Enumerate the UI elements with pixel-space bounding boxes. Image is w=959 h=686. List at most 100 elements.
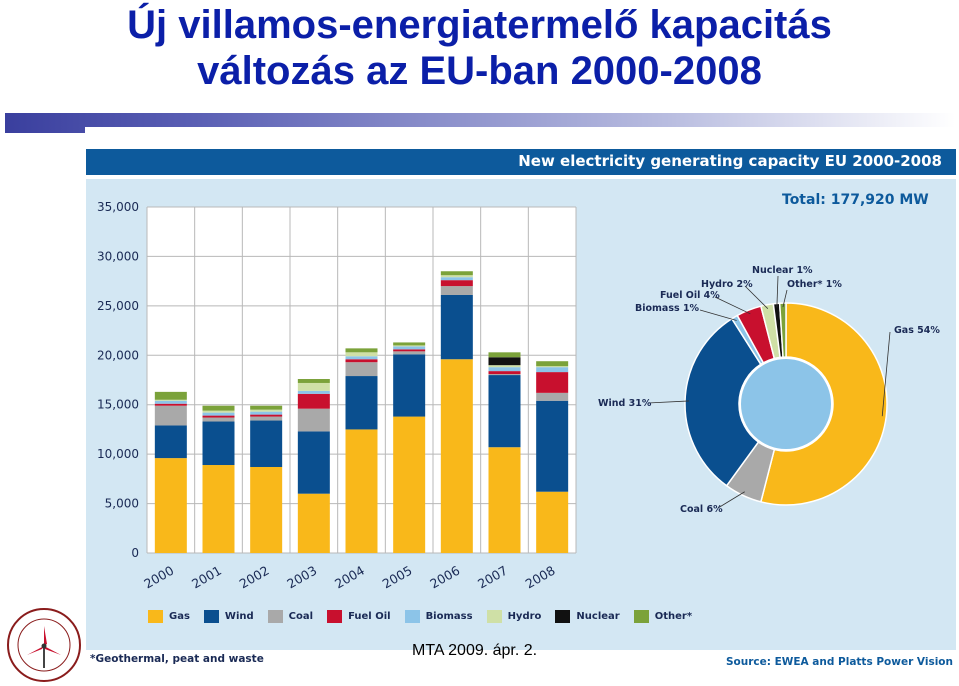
bar-segment-wind-2001	[202, 421, 235, 466]
bar-segment-other-2002	[250, 405, 283, 410]
y-tick-label: 35,000	[97, 200, 139, 214]
bar-segment-coal-2008	[536, 392, 569, 401]
bar-segment-coal-2005	[393, 351, 426, 355]
pie-leader-line	[881, 331, 891, 417]
y-tick-label: 25,000	[97, 299, 139, 313]
legend-item-nuclear: Nuclear	[555, 609, 620, 623]
bar-segment-fueloil-2006	[440, 280, 473, 287]
legend-swatch	[327, 609, 343, 623]
legend-item-biomass: Biomass	[404, 609, 473, 623]
bar-segment-fueloil-2007	[488, 371, 521, 375]
legend-item-gas: Gas	[148, 609, 190, 623]
pie-leader-line	[782, 289, 788, 308]
bar-segment-wind-2006	[440, 294, 473, 360]
legend-item-fueloil: Fuel Oil	[327, 609, 391, 623]
pie-label-nuclear: Nuclear 1%	[752, 265, 813, 276]
bar-segment-fueloil-2000	[154, 403, 187, 406]
title-rule-notch	[85, 127, 955, 135]
bar-segment-biomass-2000	[154, 400, 187, 404]
y-tick-label: 0	[131, 546, 139, 560]
bar-segment-fueloil-2008	[536, 372, 569, 393]
bar-segment-biomass-2007	[488, 367, 521, 372]
bar-segment-hydro-2004	[345, 352, 378, 357]
legend-swatch	[148, 609, 163, 623]
legend-swatch	[486, 609, 502, 623]
bar-segment-coal-2006	[440, 286, 473, 295]
bar-segment-biomass-2002	[250, 411, 283, 415]
bar-segment-other-2001	[202, 405, 235, 411]
bar-segment-hydro-2002	[250, 409, 283, 412]
y-tick-label: 10,000	[97, 447, 139, 461]
pie-label-gas: Gas 54%	[894, 325, 940, 336]
bar-segment-hydro-2006	[440, 275, 473, 278]
pie-center	[739, 357, 833, 451]
bar-segment-fueloil-2001	[202, 415, 235, 418]
bar-segment-biomass-2006	[440, 277, 473, 281]
bar-segment-hydro-2000	[154, 399, 187, 401]
society-logo	[7, 608, 81, 682]
pie-leader-line	[717, 491, 745, 509]
pie-leader-line	[699, 309, 737, 321]
bar-segment-wind-2005	[393, 354, 426, 417]
bar-segment-nuclear-2007	[488, 357, 521, 366]
bar-segment-wind-2004	[345, 376, 378, 430]
legend-label: Coal	[288, 610, 314, 622]
bar-segment-other-2007	[488, 352, 521, 358]
x-tick-label: 2000	[141, 563, 176, 592]
pie-label-wind: Wind 31%	[598, 398, 652, 409]
y-tick-label: 15,000	[97, 398, 139, 412]
bar-segment-fueloil-2004	[345, 359, 378, 363]
legend-label: Hydro	[507, 610, 542, 622]
bar-segment-gas-2008	[536, 491, 569, 553]
bar-segment-wind-2003	[297, 431, 330, 494]
bar-segment-gas-2005	[393, 416, 426, 553]
x-tick-label: 2004	[332, 563, 367, 592]
y-tick-label: 20,000	[97, 348, 139, 362]
bar-segment-gas-2004	[345, 429, 378, 553]
bar-segment-coal-2003	[297, 408, 330, 432]
legend-label: Gas	[169, 610, 190, 622]
bar-segment-other-2008	[536, 361, 569, 367]
bar-segment-coal-2004	[345, 362, 378, 377]
legend-item-other: Other*	[633, 609, 692, 623]
pie-leader-line	[744, 285, 769, 310]
bar-segment-hydro-2003	[297, 382, 330, 391]
bar-segment-other-2004	[345, 348, 378, 353]
x-tick-label: 2001	[189, 563, 224, 592]
bar-segment-coal-2007	[488, 374, 521, 376]
bar-segment-coal-2001	[202, 417, 235, 422]
bar-segment-gas-2002	[250, 466, 283, 553]
bar-segment-fueloil-2003	[297, 393, 330, 409]
x-tick-label: 2008	[523, 563, 558, 592]
bar-segment-wind-2002	[250, 420, 283, 467]
pie-leader-line	[714, 296, 751, 315]
bar-segment-other-2003	[297, 379, 330, 383]
bar-segment-gas-2001	[202, 465, 235, 553]
legend-swatch	[404, 609, 420, 623]
footer-date: MTA 2009. ápr. 2.	[412, 642, 538, 659]
bar-segment-biomass-2004	[345, 356, 378, 360]
bar-segment-biomass-2008	[536, 367, 569, 373]
chart-header: New electricity generating capacity EU 2…	[86, 149, 956, 175]
bar-segment-other-2000	[154, 391, 187, 400]
pie-label-coal: Coal 6%	[680, 504, 723, 515]
pie-label-fueloil: Fuel Oil 4%	[660, 290, 720, 301]
x-tick-label: 2007	[475, 563, 510, 592]
bar-segment-coal-2002	[250, 416, 283, 421]
footnote: *Geothermal, peat and waste	[90, 653, 264, 665]
bar-segment-other-2005	[393, 342, 426, 346]
bar-segment-gas-2006	[440, 359, 473, 553]
pie-leader-line	[776, 275, 779, 308]
source-note: Source: EWEA and Platts Power Vision	[725, 656, 953, 668]
bar-segment-biomass-2005	[393, 346, 426, 350]
bar-segment-fueloil-2002	[250, 414, 283, 417]
bar-segment-wind-2008	[536, 400, 569, 492]
legend-swatch	[203, 609, 219, 623]
bar-segment-coal-2000	[154, 405, 187, 426]
legend-swatch	[633, 609, 649, 623]
y-tick-label: 30,000	[97, 249, 139, 263]
legend-swatch	[267, 609, 283, 623]
bar-segment-biomass-2003	[297, 390, 330, 394]
legend-label: Fuel Oil	[348, 610, 391, 622]
pie-total-label: Total: 177,920 MW	[782, 192, 929, 208]
